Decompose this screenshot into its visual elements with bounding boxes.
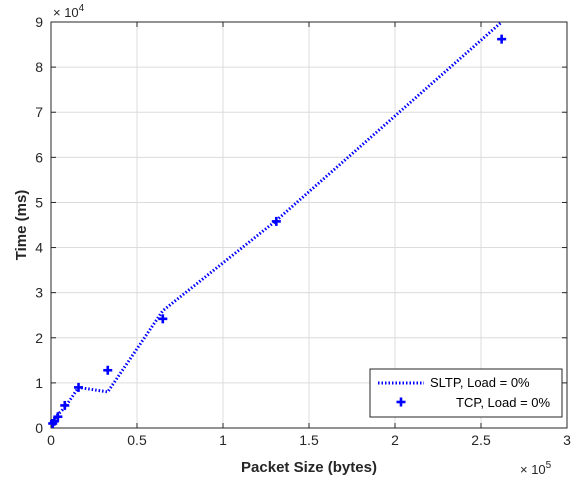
data-point-tcp	[158, 314, 168, 324]
legend-swatch-tcp	[396, 397, 406, 407]
data-point-tcp	[103, 365, 113, 375]
y-axis-multiplier: × 104	[53, 3, 85, 20]
y-tick-label: 7	[35, 104, 43, 120]
x-tick-label: 3	[563, 432, 571, 448]
x-tick-label: 0.5	[127, 432, 147, 448]
legend-entry-tcp: TCP, Load = 0%	[456, 395, 551, 410]
y-tick-label: 3	[35, 285, 43, 301]
y-tick-label: 6	[35, 149, 43, 165]
y-tick-label: 1	[35, 375, 43, 391]
series-markers-tcp	[48, 34, 507, 428]
data-point-tcp	[53, 412, 63, 422]
y-tick-label: 8	[35, 59, 43, 75]
y-axis: 0 1 2 3 4 5 6 7 8 9	[35, 14, 567, 436]
y-tick-label: 4	[35, 240, 43, 256]
series	[48, 20, 507, 428]
legend-entry-sltp: SLTP, Load = 0%	[430, 375, 530, 390]
legend-marker-tcp	[396, 397, 406, 407]
legend: SLTP, Load = 0% TCP, Load = 0%	[369, 368, 563, 418]
y-tick-label: 0	[35, 420, 43, 436]
y-tick-label: 9	[35, 14, 43, 30]
x-axis-label: Packet Size (bytes)	[241, 459, 377, 476]
legend-box	[369, 368, 563, 418]
x-tick-label: 0	[47, 432, 55, 448]
data-point-tcp	[74, 382, 84, 392]
y-tick-label: 5	[35, 194, 43, 210]
y-tick-label: 2	[35, 330, 43, 346]
x-tick-label: 2	[391, 432, 399, 448]
x-tick-label: 1.5	[299, 432, 319, 448]
data-point-tcp	[49, 416, 59, 426]
y-axis-label: Time (ms)	[13, 190, 30, 261]
x-axis: 0 0.5 1 1.5 2 2.5 3	[47, 22, 571, 448]
data-point-tcp	[60, 400, 70, 410]
x-axis-multiplier: × 105	[520, 460, 552, 477]
x-tick-label: 1	[219, 432, 227, 448]
data-point-tcp	[271, 216, 281, 226]
x-tick-label: 2.5	[471, 432, 491, 448]
data-point-tcp	[497, 34, 507, 44]
